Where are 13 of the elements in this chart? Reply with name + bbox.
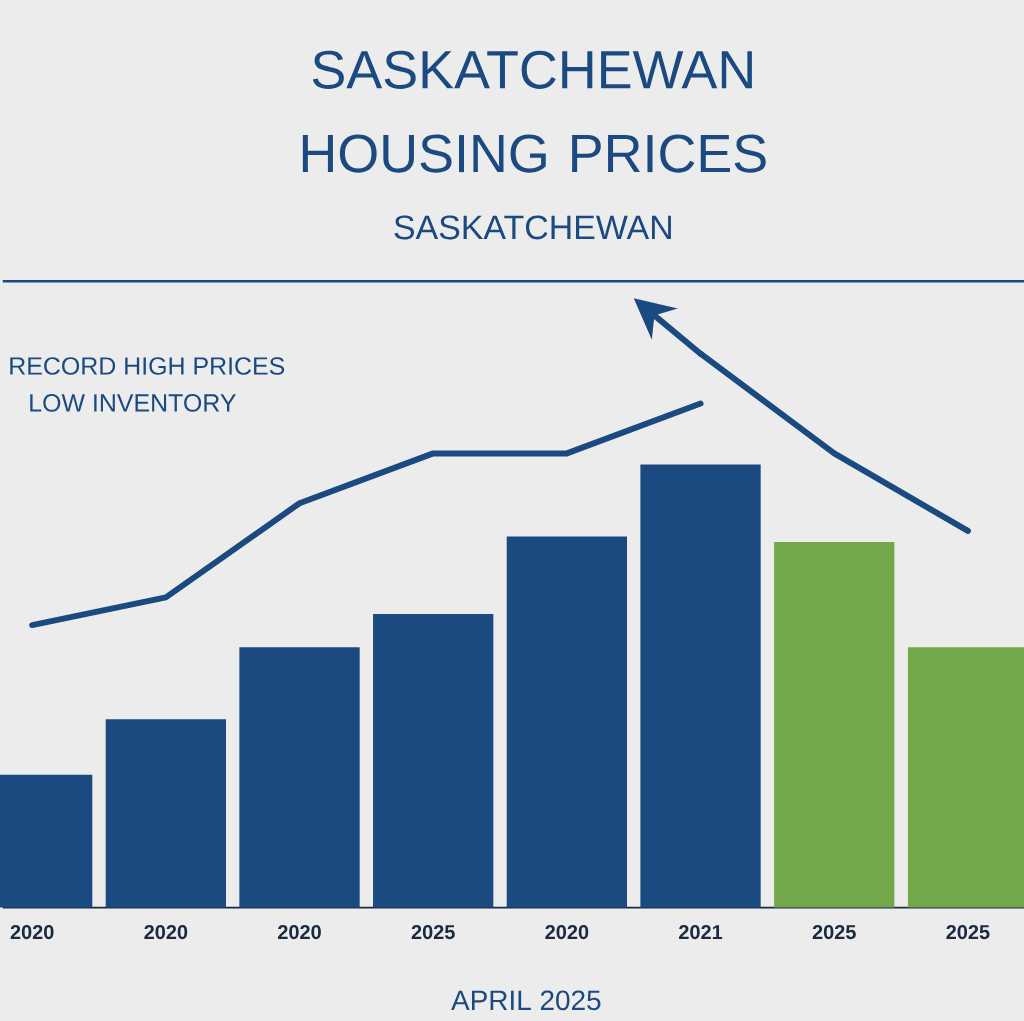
x-tick-label: 2020 bbox=[278, 924, 321, 940]
annotation: RECORD HIGH PRICES bbox=[10, 357, 285, 375]
chart-title: SASKATCHEWAN HOUSING PRICES bbox=[302, 50, 766, 173]
annotation: LOW INVENTORY bbox=[30, 393, 236, 412]
x-tick-label: 2025 bbox=[411, 924, 455, 940]
x-tick-label: 2025 bbox=[812, 924, 856, 940]
x-tick-label: 2025 bbox=[946, 924, 990, 940]
chart-subtitle: SASKATCHEWAN bbox=[394, 215, 671, 240]
text: APRIL 2025 bbox=[451, 990, 601, 1011]
x-tick-label: 2020 bbox=[144, 924, 188, 940]
x-tick-label: 2020 bbox=[545, 924, 589, 940]
x-tick-label: 2021 bbox=[679, 924, 723, 940]
x-tick-label: 2020 bbox=[10, 924, 54, 940]
